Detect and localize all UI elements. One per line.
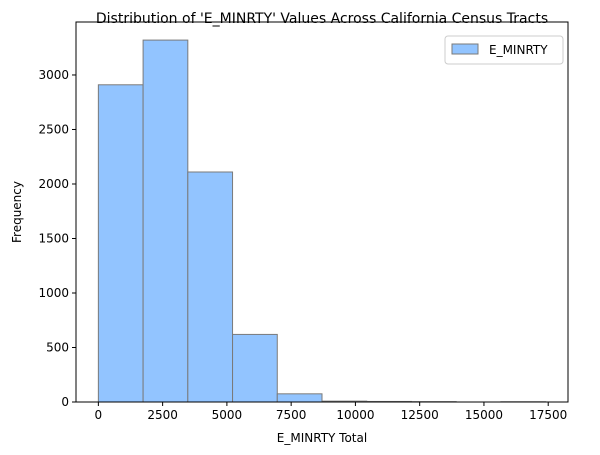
x-tick-label: 10000 xyxy=(336,408,374,422)
plot-frame xyxy=(75,21,569,403)
x-axis-label: E_MINRTY Total xyxy=(277,431,367,445)
y-axis: 0 500 1000 1500 2000 2500 3000 xyxy=(38,68,76,409)
y-tick-label: 3000 xyxy=(38,68,69,82)
y-tick-label: 1000 xyxy=(38,286,69,300)
x-tick-label: 5000 xyxy=(212,408,243,422)
y-axis-label: Frequency xyxy=(10,181,24,243)
legend-swatch xyxy=(451,43,479,55)
y-tick-label: 2000 xyxy=(38,177,69,191)
chart-title: Distribution of 'E_MINRTY' Values Across… xyxy=(96,11,548,27)
legend-box xyxy=(444,35,564,65)
bars-group xyxy=(97,39,547,403)
histogram-bar xyxy=(276,393,323,403)
histogram-bar xyxy=(187,171,234,403)
x-tick-label: 7500 xyxy=(276,408,307,422)
legend-label: E_MINRTY xyxy=(489,43,548,57)
y-tick-label: 0 xyxy=(61,395,69,409)
x-tick-label: 15000 xyxy=(465,408,503,422)
x-tick-label: 12500 xyxy=(401,408,439,422)
y-tick-label: 1500 xyxy=(38,231,69,245)
histogram-bar xyxy=(142,39,189,403)
y-tick-label: 500 xyxy=(46,340,69,354)
x-axis: 0 2500 5000 7500 10000 12500 15000 17500 xyxy=(95,402,567,422)
histogram-bar xyxy=(232,333,278,403)
legend: E_MINRTY xyxy=(444,35,564,65)
histogram-bar xyxy=(97,84,144,403)
y-tick-label: 2500 xyxy=(38,122,69,136)
x-tick-label: 0 xyxy=(95,408,103,422)
x-tick-label: 17500 xyxy=(529,408,567,422)
x-tick-label: 2500 xyxy=(147,408,178,422)
